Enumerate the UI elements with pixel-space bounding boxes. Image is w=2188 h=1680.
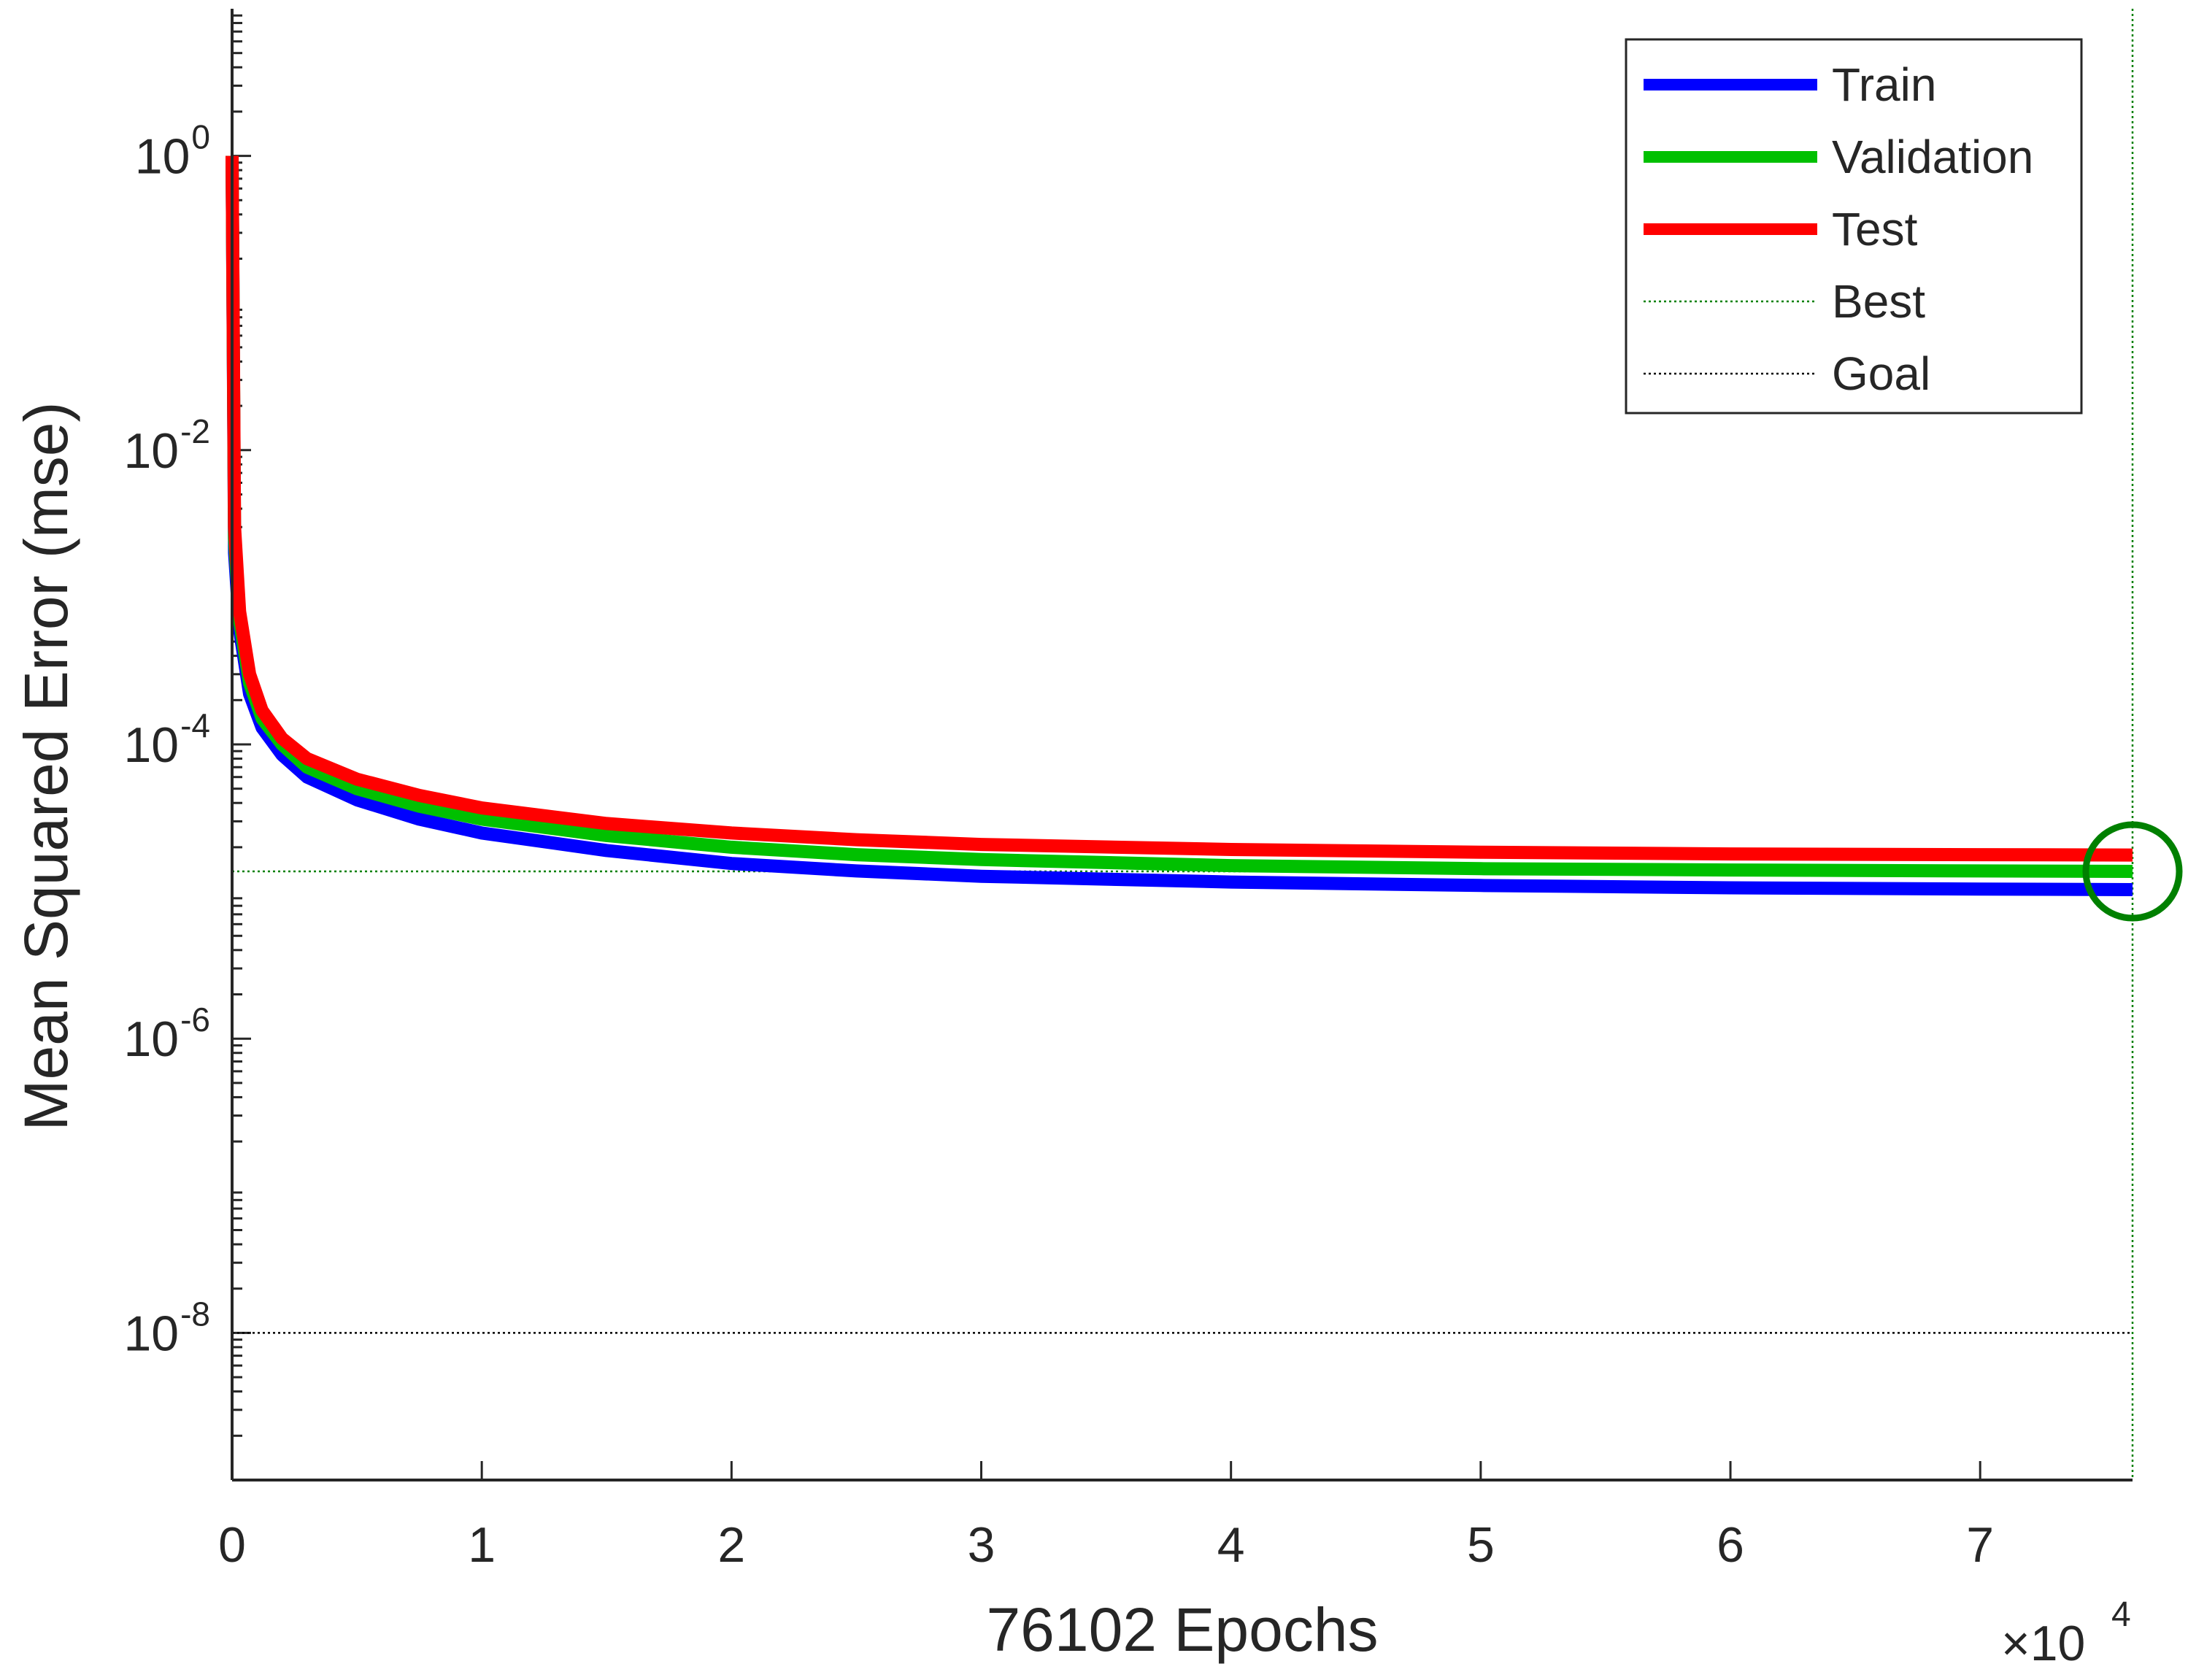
x-axis-label: 76102 Epochs (986, 1595, 1378, 1664)
series-line-test (226, 155, 2133, 862)
legend-label: Validation (1832, 131, 2033, 183)
y-tick-label: -610 (123, 1001, 210, 1067)
x-tick-label: 4 (1217, 1517, 1245, 1573)
y-tick-base: 10 (123, 1306, 179, 1361)
x-tick-label: 1 (468, 1517, 496, 1573)
x-tick-labels: 0 1 2 3 4 5 6 7 (218, 1517, 1994, 1573)
x-tick-label: 5 (1467, 1517, 1495, 1573)
axes-lines (231, 9, 2133, 1481)
y-tick-exponent: -2 (180, 412, 210, 450)
x-multiplier-base: ×10 (2001, 1616, 2085, 1671)
y-tick-exponent: -8 (180, 1295, 210, 1333)
x-axis-multiplier: ×10 4 (2001, 1595, 2131, 1671)
x-tick-label: 3 (968, 1517, 995, 1573)
y-tick-label: 010 (135, 118, 210, 185)
y-tick-exponent: -4 (180, 706, 210, 744)
y-tick-exponent: 0 (191, 118, 210, 156)
y-tick-base: 10 (123, 717, 179, 773)
legend-entry-validation: Validation (1644, 131, 2033, 183)
legend-entry-best: Best (1644, 275, 1925, 328)
y-tick-label: -810 (123, 1295, 210, 1361)
legend-label: Goal (1832, 347, 1930, 400)
y-tick-base: 10 (135, 129, 190, 185)
x-tick-label: 0 (218, 1517, 246, 1573)
y-tick-label: -210 (123, 412, 210, 479)
series-lines (226, 155, 2133, 896)
x-tick-label: 7 (1966, 1517, 1994, 1573)
x-tick-label: 2 (717, 1517, 745, 1573)
x-multiplier-exponent: 4 (2111, 1595, 2131, 1634)
legend: Train Validation Test Best Goal (1625, 38, 2083, 415)
legend-entry-test: Test (1644, 203, 1918, 255)
x-tick-label: 6 (1717, 1517, 1744, 1573)
legend-label: Test (1832, 203, 1918, 255)
y-tick-base: 10 (123, 423, 179, 479)
best-marker-layer (2082, 821, 2183, 922)
legend-label: Best (1832, 275, 1925, 328)
legend-label: Train (1832, 58, 1936, 111)
y-tick-label: -410 (123, 706, 210, 773)
legend-entry-train: Train (1644, 58, 1936, 111)
legend-entry-goal: Goal (1644, 347, 1930, 400)
best-marker (2082, 821, 2183, 922)
y-axis-label: Mean Squared Error (mse) (12, 401, 80, 1130)
y-tick-exponent: -6 (180, 1001, 210, 1039)
y-tick-base: 10 (123, 1012, 179, 1067)
